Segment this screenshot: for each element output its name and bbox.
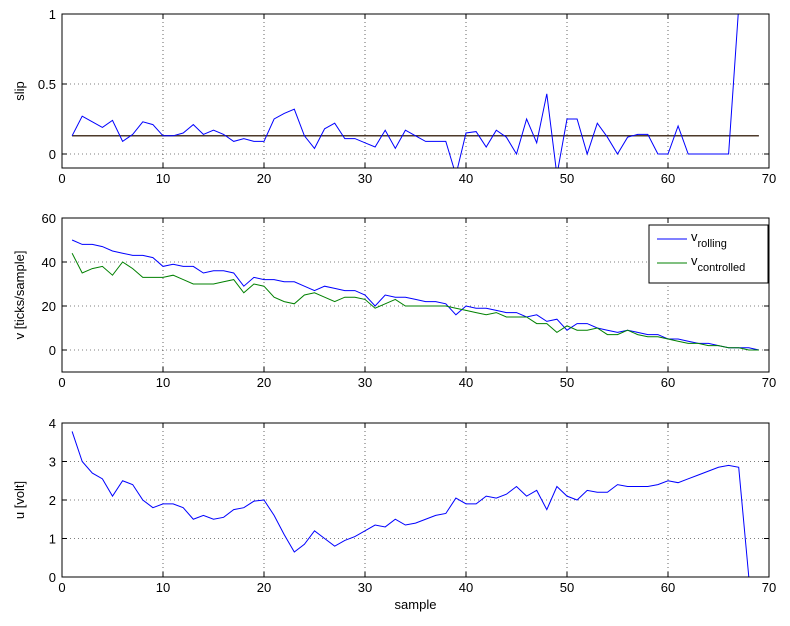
y-tick-label: 3 bbox=[49, 455, 56, 470]
x-tick-label: 40 bbox=[459, 171, 473, 186]
data-line bbox=[71, 239, 760, 351]
axes: 0 10 20 30 40 50 60 70 0 20 40 60 v [ticks/sample] vr… bbox=[12, 211, 776, 390]
y-tick-label: 0 bbox=[49, 570, 56, 585]
legend-label: vcontrolled bbox=[691, 253, 745, 274]
axes-background bbox=[62, 423, 769, 577]
x-tick-label: 50 bbox=[560, 171, 574, 186]
legend-subscript: controlled bbox=[698, 262, 746, 274]
axes-frame bbox=[61, 217, 770, 373]
x-tick-label: 40 bbox=[459, 580, 473, 595]
x-tick-label: 60 bbox=[661, 580, 675, 595]
y-tick-label: 1 bbox=[49, 532, 56, 547]
x-axis-label: sample bbox=[395, 597, 437, 612]
legend-box bbox=[648, 224, 769, 284]
legend-subscript: rolling bbox=[698, 238, 727, 250]
x-tick-label: 70 bbox=[762, 580, 776, 595]
axes-frame bbox=[61, 422, 770, 578]
plot-area bbox=[71, 431, 759, 577]
y-axis-label: v [ticks/sample] bbox=[12, 251, 27, 340]
legend-name: v bbox=[691, 253, 698, 268]
x-tick-label: 30 bbox=[358, 171, 372, 186]
x-tick-label: 20 bbox=[257, 171, 271, 186]
x-tick-label: 20 bbox=[257, 375, 271, 390]
y-tick-label: 1 bbox=[49, 7, 56, 22]
y-axis-label: slip bbox=[12, 81, 27, 101]
x-tick-label: 20 bbox=[257, 580, 271, 595]
axes: 0 10 20 30 40 50 60 70 0 1 2 3 4 u [volt] sample bbox=[12, 416, 776, 612]
y-tick-label: 0.5 bbox=[38, 77, 56, 92]
data-line bbox=[71, 252, 759, 351]
y-tick-label: 60 bbox=[42, 211, 56, 226]
y-tick-label: 4 bbox=[49, 416, 56, 431]
x-tick-label: 10 bbox=[156, 171, 170, 186]
y-axis-label: u [volt] bbox=[12, 481, 27, 519]
x-tick-label: 70 bbox=[762, 375, 776, 390]
y-tick-label: 40 bbox=[42, 255, 56, 270]
x-tick-label: 30 bbox=[358, 375, 372, 390]
y-tick-label: 0 bbox=[49, 147, 56, 162]
axes-frame bbox=[61, 13, 770, 169]
x-tick-label: 30 bbox=[358, 580, 372, 595]
x-tick-label: 10 bbox=[156, 375, 170, 390]
y-tick-label: 2 bbox=[49, 493, 56, 508]
y-tick-label: 0 bbox=[49, 343, 56, 358]
plot-area bbox=[71, 239, 760, 351]
x-tick-label: 0 bbox=[58, 580, 65, 595]
legend-label: vrolling bbox=[691, 229, 727, 250]
data-line bbox=[71, 14, 739, 168]
x-tick-label: 60 bbox=[661, 171, 675, 186]
x-tick-label: 10 bbox=[156, 580, 170, 595]
x-tick-label: 0 bbox=[58, 171, 65, 186]
axes: 0 10 20 30 40 50 60 70 0 0.5 1 slip bbox=[12, 7, 776, 186]
legend-name: v bbox=[691, 229, 698, 244]
x-tick-label: 0 bbox=[58, 375, 65, 390]
x-tick-label: 40 bbox=[459, 375, 473, 390]
x-tick-label: 70 bbox=[762, 171, 776, 186]
x-tick-label: 60 bbox=[661, 375, 675, 390]
plot-area bbox=[71, 14, 759, 168]
axes-background bbox=[62, 14, 769, 168]
data-line bbox=[71, 431, 759, 577]
x-tick-label: 50 bbox=[560, 580, 574, 595]
y-tick-label: 20 bbox=[42, 299, 56, 314]
x-tick-label: 50 bbox=[560, 375, 574, 390]
